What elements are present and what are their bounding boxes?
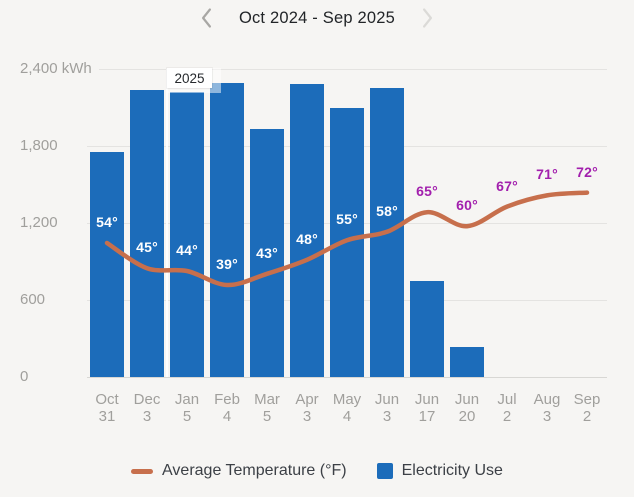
temperature-label-8: 65° (416, 183, 438, 200)
y-axis-label-0: 0 (20, 368, 29, 385)
x-axis-label-dec-3: Dec 3 (127, 391, 167, 425)
gridline-2400 (99, 69, 607, 70)
x-axis-label-mar-5: Mar 5 (247, 391, 287, 425)
x-axis-label-feb-4: Feb 4 (207, 391, 247, 425)
x-label-day: 3 (142, 408, 152, 425)
x-axis-label-oct-31: Oct 31 (87, 391, 127, 425)
year-boundary-line (166, 69, 168, 377)
bar-jun-3[interactable] (370, 88, 404, 377)
x-label-day: 2 (502, 408, 512, 425)
electricity-bar-swatch (376, 463, 393, 479)
x-label-month: May (332, 391, 362, 408)
chevron-right-icon (419, 6, 436, 30)
legend-label-temperature: Average Temperature (°F) (162, 462, 347, 479)
temperature-label-6: 55° (336, 211, 358, 228)
x-label-month: Apr (295, 391, 319, 408)
x-axis-label-may-4: May 4 (327, 391, 367, 425)
x-label-month: Jun (414, 391, 440, 408)
chart-legend: Average Temperature (°F) Electricity Use (0, 462, 634, 480)
previous-period-button[interactable] (196, 4, 217, 32)
y-axis-label-1800: 1,800 (20, 137, 58, 154)
temperature-label-9: 60° (456, 197, 478, 214)
legend-item-average-temperature[interactable]: Average Temperature (°F) (131, 462, 347, 480)
x-label-month: Jun (374, 391, 400, 408)
x-label-month: Oct (95, 391, 119, 408)
bar-may-4[interactable] (330, 107, 364, 377)
x-label-month: Mar (254, 391, 280, 408)
temperature-label-1: 45° (136, 239, 158, 256)
x-label-day: 3 (302, 408, 312, 425)
x-label-month: Jun (454, 391, 480, 408)
x-label-day: 3 (542, 408, 552, 425)
temperature-label-3: 39° (216, 256, 238, 272)
x-label-month: Dec (133, 391, 161, 408)
x-axis-label-jan-5: Jan 5 (167, 391, 207, 425)
temperature-label-4: 43° (256, 244, 278, 261)
bar-dec-3[interactable] (130, 89, 164, 377)
temperature-label-5: 48° (296, 230, 318, 247)
temperature-label-10: 67° (496, 177, 518, 194)
x-axis-label-apr-3: Apr 3 (287, 391, 327, 425)
temperature-label-11: 71° (536, 166, 558, 183)
x-axis-label-jun-20: Jun 20 (447, 391, 487, 425)
bar-oct-31[interactable] (90, 152, 124, 377)
x-label-month: Jan (174, 391, 200, 408)
x-label-day: 2 (582, 408, 592, 425)
next-period-button[interactable] (417, 4, 438, 32)
x-axis-label-jun-17: Jun 17 (407, 391, 447, 425)
x-label-month: Sep (573, 391, 601, 408)
x-label-month: Aug (533, 391, 561, 408)
temperature-label-0: 54° (96, 214, 118, 230)
x-label-day: 20 (458, 408, 476, 425)
chevron-left-icon (198, 6, 215, 30)
x-label-day: 31 (98, 408, 116, 425)
y-axis-label-1200: 1,200 (20, 214, 58, 231)
bar-jan-5[interactable] (170, 92, 204, 377)
x-axis-label-jun-3: Jun 3 (367, 391, 407, 425)
x-label-day: 3 (382, 408, 392, 425)
x-axis-label-jul-2: Jul 2 (487, 391, 527, 425)
date-range-title: Oct 2024 - Sep 2025 (238, 8, 396, 27)
x-label-day: 5 (182, 408, 192, 425)
x-axis-label-sep-2: Sep 2 (567, 391, 607, 425)
x-label-month: Jul (497, 391, 517, 408)
bar-feb-4[interactable] (210, 83, 244, 377)
bar-jun-17[interactable] (410, 280, 444, 377)
legend-label-electricity: Electricity Use (401, 462, 503, 479)
x-label-month: Feb (214, 391, 240, 408)
period-navigation-header: Oct 2024 - Sep 2025 (0, 0, 634, 36)
x-label-day: 17 (418, 408, 436, 425)
temperature-label-7: 58° (376, 202, 398, 219)
x-label-day: 5 (262, 408, 272, 425)
temperature-label-12: 72° (576, 163, 598, 180)
legend-item-electricity-use[interactable]: Electricity Use (376, 462, 503, 480)
bar-jun-20[interactable] (450, 347, 484, 377)
y-axis-label-2400: 2,400 kWh (20, 60, 92, 77)
year-label: 2025 (167, 68, 212, 88)
x-label-day: 4 (342, 408, 352, 425)
x-axis-label-aug-3: Aug 3 (527, 391, 567, 425)
gridline-0 (87, 377, 607, 378)
temperature-label-2: 44° (176, 242, 198, 258)
x-label-day: 4 (222, 408, 232, 425)
y-axis-label-600: 600 (20, 291, 46, 308)
temperature-line-swatch (131, 468, 154, 474)
